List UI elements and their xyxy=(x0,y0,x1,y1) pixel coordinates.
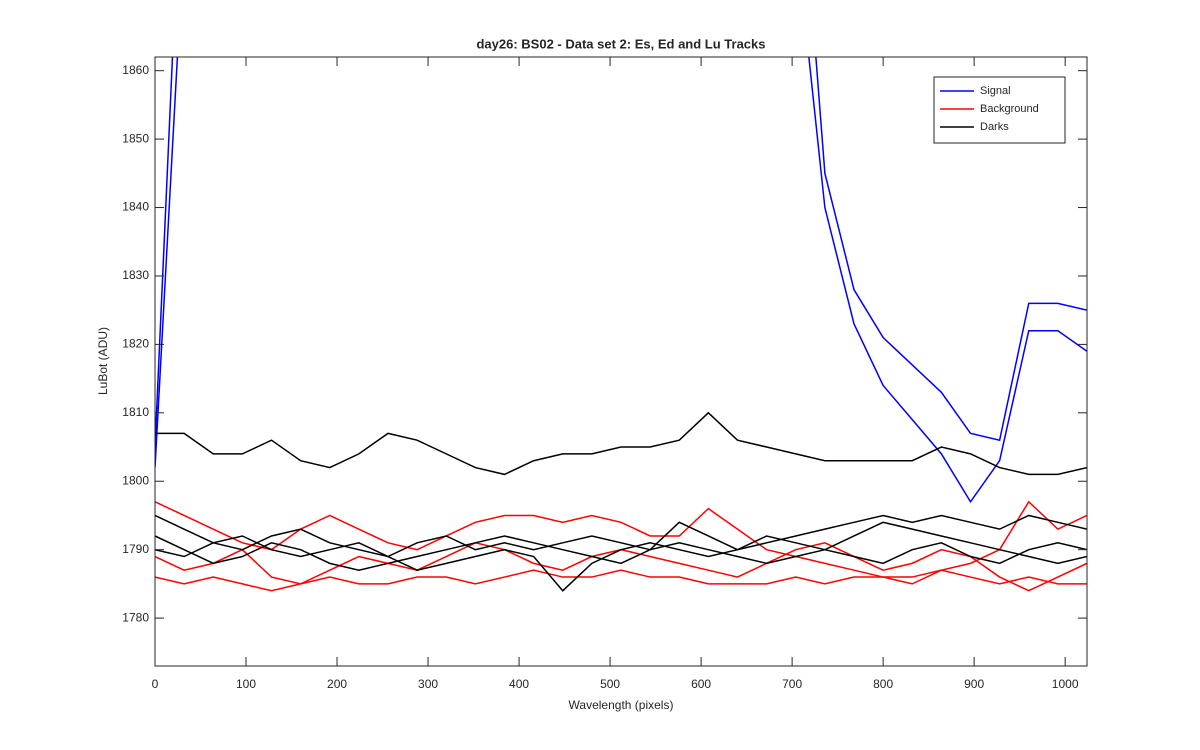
y-tick-label: 1840 xyxy=(122,200,149,214)
series-line xyxy=(155,569,1087,592)
series-line xyxy=(155,57,1087,504)
lines xyxy=(155,57,1087,592)
y-tick-label: 1780 xyxy=(122,610,149,624)
x-tick-label: 300 xyxy=(418,677,438,691)
y-tick-label: 1860 xyxy=(122,63,149,77)
x-tick-label: 100 xyxy=(236,677,256,691)
legend-box xyxy=(933,76,1066,144)
x-tick-label: 200 xyxy=(327,677,347,691)
legend-label: Darks xyxy=(980,121,1009,133)
x-tick-label: 700 xyxy=(782,677,802,691)
chart-title: day26: BS02 - Data set 2: Es, Ed and Lu … xyxy=(476,36,765,51)
legend-label: Background xyxy=(980,103,1039,115)
x-tick-label: 600 xyxy=(691,677,711,691)
series-line xyxy=(155,411,1087,476)
y-tick-label: 1800 xyxy=(122,473,149,487)
x-axis-label: Wavelength (pixels) xyxy=(569,698,674,712)
y-tick-label: 1790 xyxy=(122,542,149,556)
axes-box xyxy=(154,56,1088,667)
series-line xyxy=(155,521,1087,571)
y-tick-label: 1810 xyxy=(122,405,149,419)
x-tick-label: 500 xyxy=(600,677,620,691)
series-line xyxy=(155,500,1087,585)
plot-area xyxy=(155,57,1087,666)
x-tick-label: 900 xyxy=(964,677,984,691)
y-tick-label: 1850 xyxy=(122,131,149,145)
series-line xyxy=(155,57,1087,448)
x-tick-label: 1000 xyxy=(1052,677,1079,691)
x-tick-label: 400 xyxy=(509,677,529,691)
y-axis-label: LuBot (ADU) xyxy=(96,327,110,395)
y-tick-label: 1820 xyxy=(122,337,149,351)
series-line xyxy=(155,514,1087,558)
y-tick-label: 1830 xyxy=(122,268,149,282)
legend-label: Signal xyxy=(980,85,1011,97)
x-tick-label: 0 xyxy=(152,677,159,691)
x-tick-label: 800 xyxy=(873,677,893,691)
